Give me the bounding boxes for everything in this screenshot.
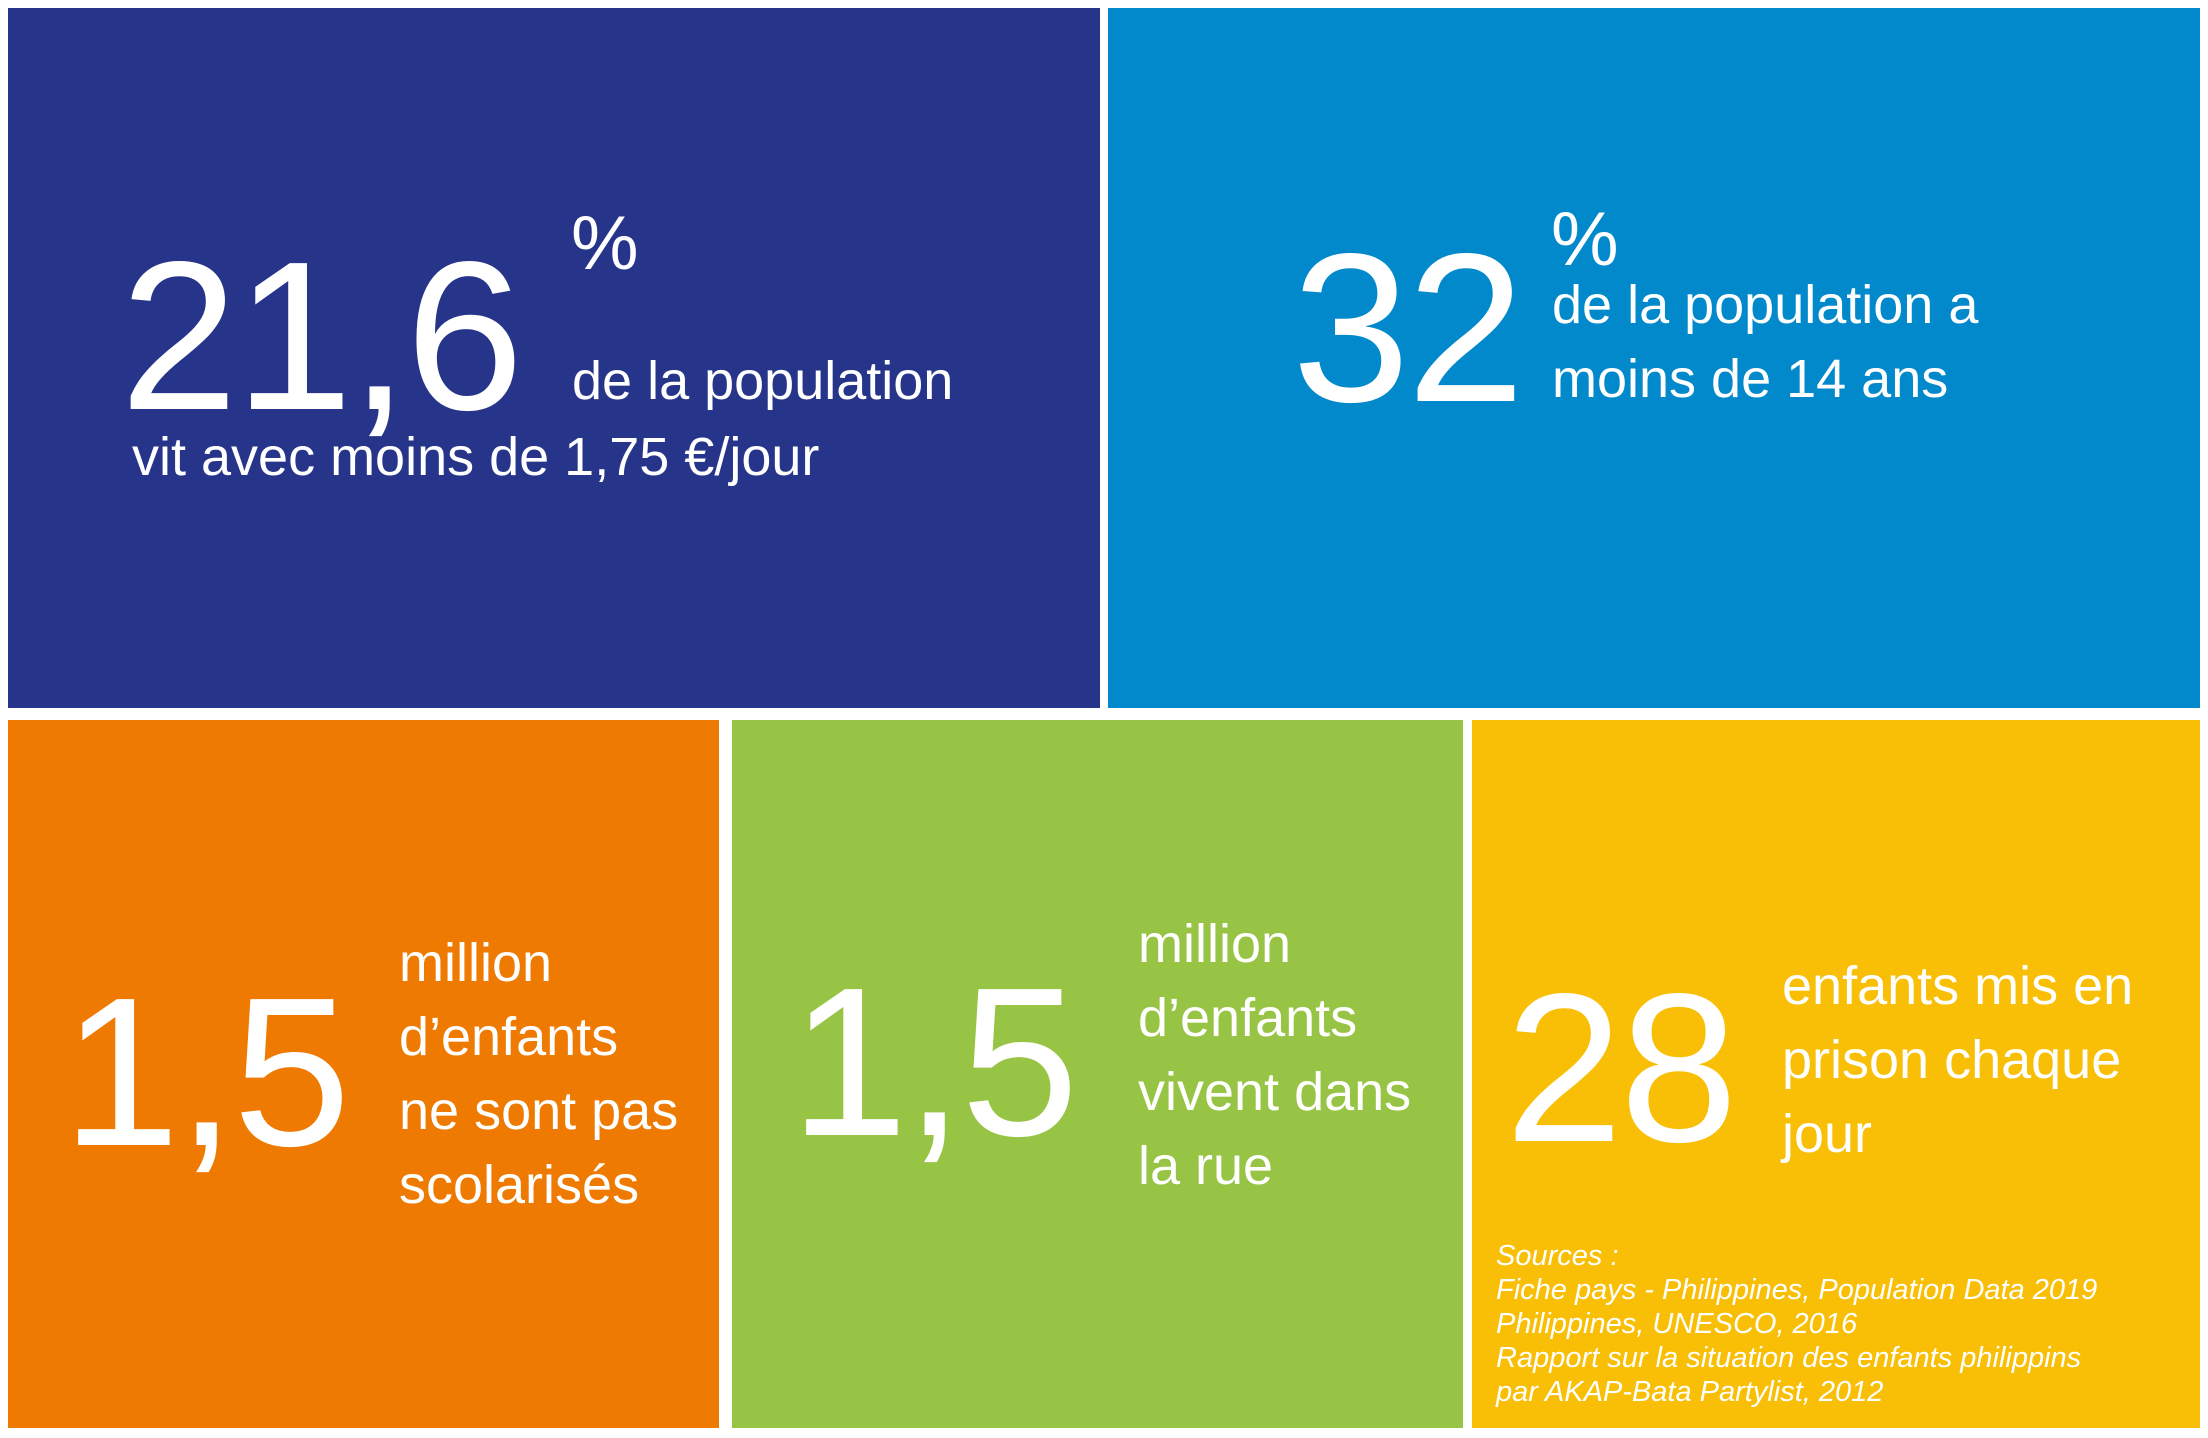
stat-tile-imprisoned-children [1472,720,2200,1428]
stat-tile-out-of-school [8,720,719,1428]
stat-tile-poverty [8,8,1100,708]
stat-tile-young-population [1108,8,2200,708]
stat-tile-street-children [732,720,1463,1428]
